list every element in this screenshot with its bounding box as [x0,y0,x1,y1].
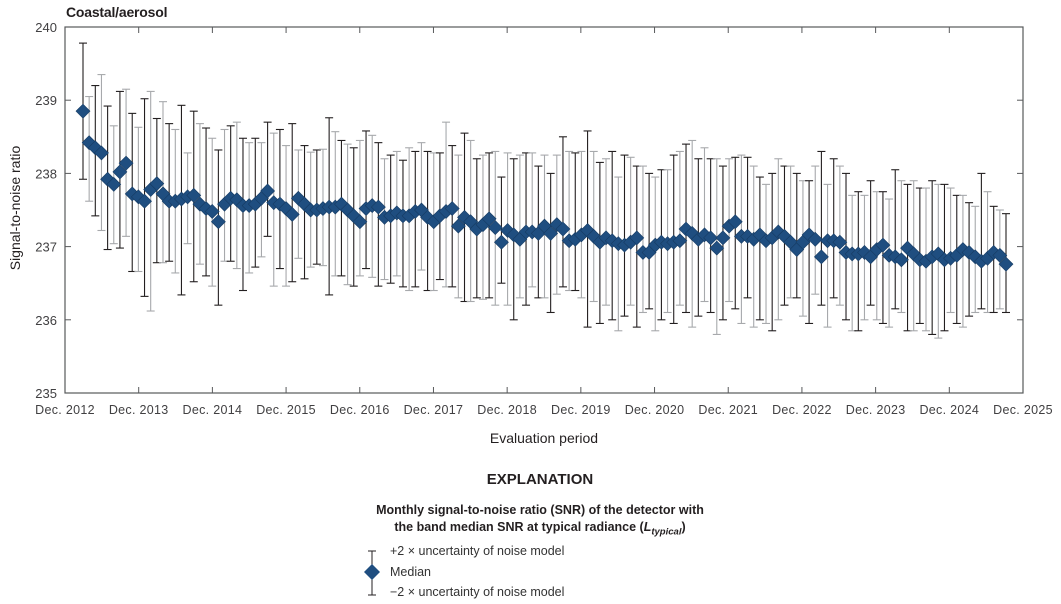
x-tick-label: Dec. 2019 [551,403,611,417]
x-tick-label: Dec. 2025 [993,403,1053,417]
median-marker [444,201,460,216]
panel-title: Coastal/aerosol [66,4,168,20]
x-tick-label: Dec. 2021 [698,403,758,417]
median-marker [450,218,466,234]
y-tick-label: 238 [35,166,57,181]
median-marker [807,231,823,247]
median-marker [210,214,226,230]
x-tick-label: Dec. 2023 [846,403,906,417]
median-marker [487,220,503,235]
x-tick-label: Dec. 2016 [330,403,390,417]
median-marker [75,103,91,119]
median-marker [204,204,220,219]
legend-subtitle-line1: Monthly signal-to-noise ratio (SNR) of t… [376,503,704,517]
y-tick-label: 237 [35,240,57,255]
legend-upper-label: +2 × uncertainty of noise model [390,544,565,558]
median-marker [709,240,725,256]
median-marker [284,206,300,222]
median-marker [832,234,848,250]
median-marker [629,230,645,246]
legend-diamond-icon [364,564,380,580]
median-marker [543,225,559,241]
legend-subtitle-L: L [643,520,652,534]
y-axis-label: Signal-to-noise ratio [7,145,23,271]
legend-subtitle-prefix: the band median SNR at typical radiance … [394,520,644,534]
legend-subtitle-sub: typical [651,526,682,538]
x-tick-label: Dec. 2024 [919,403,979,417]
x-tick-label: Dec. 2014 [183,403,243,417]
legend-lower-label: −2 × uncertainty of noise model [390,585,565,599]
legend-title: EXPLANATION [486,471,594,488]
median-marker [500,223,516,238]
median-marker [672,233,688,249]
x-tick-label: Dec. 2017 [404,403,464,417]
median-marker [494,234,509,250]
median-marker [893,252,909,268]
x-tick-label: Dec. 2020 [625,403,685,417]
median-marker [727,214,743,230]
x-tick-label: Dec. 2022 [772,403,832,417]
legend-subtitle: Monthly signal-to-noise ratio (SNR) of t… [330,502,750,541]
x-tick-label: Dec. 2012 [35,403,95,417]
legend-subtitle-suffix: ) [681,520,686,534]
x-axis-label: Evaluation period [489,430,599,446]
median-marker [118,155,134,171]
median-marker [112,164,128,180]
median-marker [998,256,1014,272]
median-marker [149,176,165,192]
median-marker [352,214,368,230]
plot-frame [64,26,1024,394]
y-tick-label: 235 [35,386,57,401]
median-marker [715,230,731,246]
median-marker [481,211,497,227]
median-marker [260,183,276,199]
median-marker [186,187,202,203]
median-marker [813,249,829,265]
median-marker [555,221,571,237]
median-marker [94,145,109,161]
median-marker [703,230,719,246]
x-tick-label: Dec. 2018 [477,403,537,417]
y-tick-label: 240 [35,20,57,35]
x-tick-label: Dec. 2013 [109,403,169,417]
median-marker [992,247,1008,263]
y-tick-label: 239 [35,93,57,108]
legend-subtitle-line2: the band median SNR at typical radiance … [330,519,750,541]
median-marker [137,193,152,209]
y-tick-label: 236 [35,313,57,328]
median-marker [106,176,122,192]
x-tick-label: Dec. 2015 [256,403,316,417]
median-marker [370,199,386,215]
median-marker [875,237,891,253]
legend-median-label: Median [390,565,431,579]
